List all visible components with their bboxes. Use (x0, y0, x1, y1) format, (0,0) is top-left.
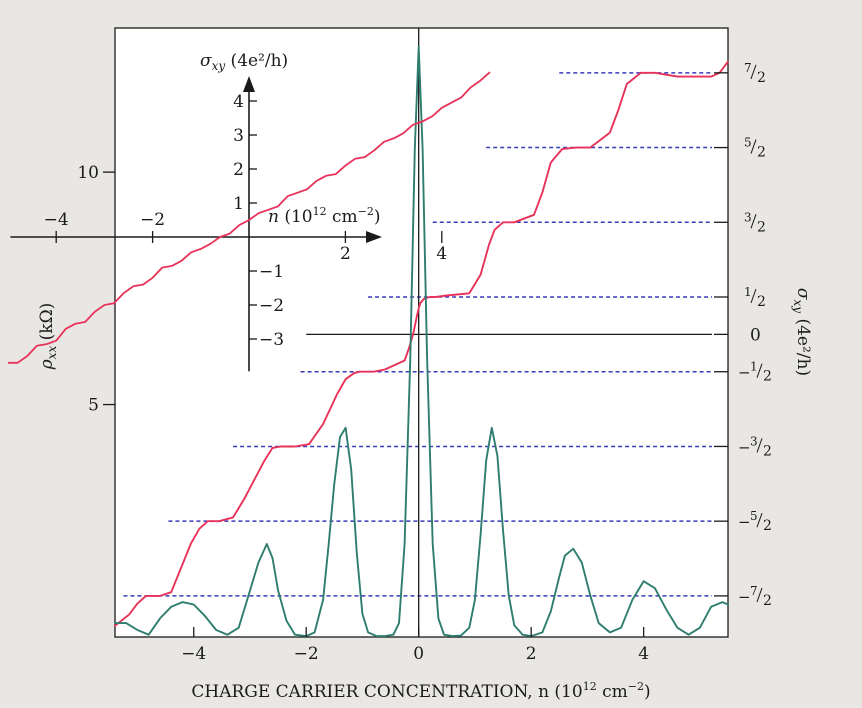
tick-fraction-slash (750, 214, 757, 229)
y-right-tick-label: 52 (744, 136, 766, 161)
tick-denominator: 2 (757, 219, 766, 235)
inset-x-axis-title: n (1012 cm−2) (268, 205, 381, 227)
rho-xx-curve (114, 45, 729, 638)
tick-numerator: 5 (750, 509, 758, 523)
inset-x-tick-label: −2 (140, 210, 165, 230)
tick-denominator: 2 (757, 70, 766, 86)
x-tick-label: 2 (526, 644, 537, 664)
inset-sigma-curve (8, 71, 491, 364)
tick-denominator: 2 (763, 443, 772, 459)
tick-minus: − (738, 513, 751, 531)
inset-x-title-close: ) (374, 207, 381, 227)
tick-numerator: 3 (750, 434, 758, 448)
tick-fraction-slash (756, 513, 763, 528)
inset-y-tick-label: 2 (233, 160, 244, 180)
tick-minus: − (738, 588, 751, 606)
tick-denominator: 2 (757, 145, 766, 161)
y-right-tick-label: 32 (744, 210, 766, 235)
inset-y-title-sub: xy (212, 59, 226, 73)
inset-x-tick-label: 2 (340, 244, 351, 264)
inset-y-title-unit: (4e²/h) (225, 51, 288, 71)
series-group (114, 45, 729, 638)
inset-y-tick-label: −2 (259, 296, 284, 316)
zero-lines (306, 28, 712, 637)
inset-y-axis-title: σxy (4e²/h) (200, 51, 288, 73)
y-right-tick-label: 12 (744, 285, 766, 310)
inset-x-tick-label: −4 (44, 210, 69, 230)
tick-fraction-slash (750, 139, 757, 154)
tick-fraction-slash (756, 587, 763, 603)
tick-fraction-slash (750, 288, 757, 304)
x-tick-label: 0 (413, 644, 424, 664)
y-left-axis-title: ρxx (kΩ) (37, 303, 59, 371)
y-left-tick-label: 10 (77, 163, 99, 183)
inset-x-arrow (366, 231, 382, 243)
y-right-tick-label: −72 (738, 584, 772, 609)
y-right-tick-label: 72 (744, 61, 766, 86)
tick-numerator: 5 (744, 136, 752, 150)
x-tick-label: −4 (181, 644, 206, 664)
inset-x-title-sup: 12 (313, 205, 327, 218)
inset-x-title-symbol: n (268, 207, 279, 227)
y-right-axis-title: σxy (4e²/h) (791, 288, 813, 376)
tick-minus: − (738, 438, 751, 456)
x-tick-label: −2 (294, 644, 319, 664)
inset-y-tick-label: −1 (259, 262, 284, 282)
sigma-xy-curve (114, 60, 729, 627)
tick-numerator: 7 (744, 61, 752, 75)
y-right-tick-label: −52 (738, 509, 772, 534)
tick-denominator: 2 (763, 518, 772, 534)
y-left-tick-label: 5 (88, 396, 99, 416)
inset-y-title-symbol: σ (200, 51, 212, 71)
tick-fraction-slash (750, 64, 757, 80)
inset-y-tick-label: 3 (233, 126, 244, 146)
tick-numerator: 3 (744, 210, 752, 224)
x-tick-label: 4 (638, 644, 649, 664)
inset-y-tick-label: 1 (233, 194, 244, 214)
x-axis-title: CHARGE CARRIER CONCENTRATION, n (1012 cm… (191, 680, 650, 702)
tick-fraction-slash (756, 438, 763, 453)
tick-numerator: 1 (744, 285, 752, 299)
inset-y-arrow (243, 76, 255, 92)
tick-fraction-slash (756, 363, 763, 378)
inset-x-tick-label: 4 (436, 244, 447, 264)
tick-minus: − (738, 364, 751, 382)
tick-denominator: 2 (763, 593, 772, 609)
inset-x-title-unit: (10 (279, 207, 313, 227)
inset-x-title-cm-sup: −2 (358, 205, 374, 218)
inset-y-tick-label: 4 (233, 92, 244, 112)
tick-numerator: 1 (750, 360, 758, 374)
tick-denominator: 2 (757, 294, 766, 310)
y-right-tick-label: −12 (738, 360, 772, 385)
inset-y-tick-label: −3 (259, 330, 284, 350)
tick-denominator: 2 (763, 369, 772, 385)
inset-x-title-cm: cm (327, 207, 358, 227)
y-right-tick-label: −32 (738, 434, 772, 459)
tick-numerator: 7 (750, 584, 758, 598)
y-right-tick-label: 0 (750, 325, 761, 345)
